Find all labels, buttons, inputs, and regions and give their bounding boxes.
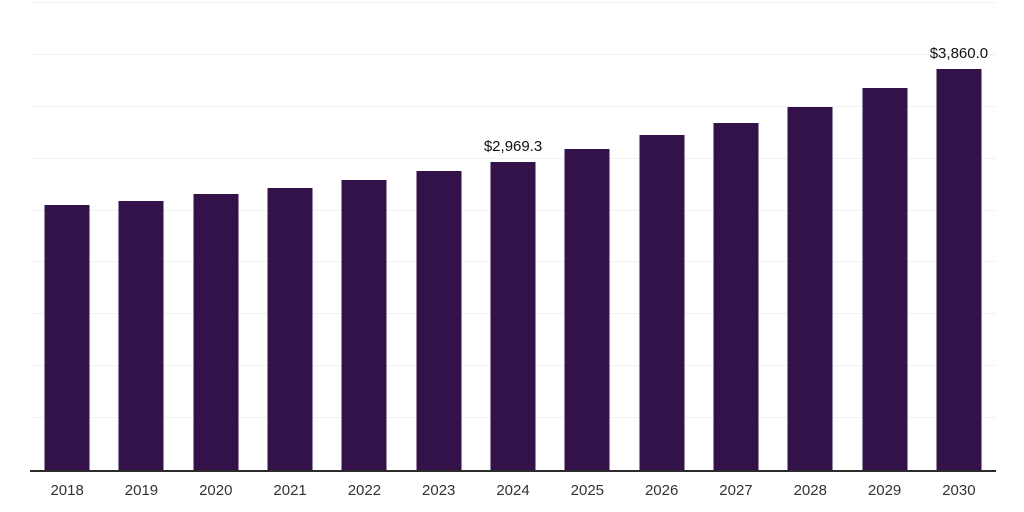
- bar-2030: [936, 69, 982, 470]
- bar-column-2022: [327, 3, 401, 470]
- x-tick-label-2026: 2026: [644, 482, 679, 499]
- x-tick-label-2018: 2018: [50, 482, 84, 499]
- bar-column-2030: $3,860.0: [922, 3, 996, 470]
- value-label-2024: $2,969.3: [483, 137, 543, 155]
- gridline-3500: [30, 105, 996, 107]
- bar-2026: [639, 135, 685, 470]
- bar-2023: [416, 170, 462, 470]
- gridline-4000: [30, 53, 996, 55]
- bar-2025: [564, 149, 610, 470]
- x-tick-label-2029: 2029: [867, 482, 902, 499]
- bar-columns: $2,969.3 $3,860.0: [30, 3, 996, 470]
- bar-2019: [118, 200, 164, 470]
- x-tick-label-2019: 2019: [124, 482, 159, 499]
- x-tick-label-2025: 2025: [570, 482, 605, 499]
- bar-column-2020: [179, 3, 253, 470]
- plot-area: $2,969.3 $3,860.0: [30, 2, 996, 472]
- x-tick-label-2030: 2030: [942, 482, 976, 499]
- bar-column-2023: [402, 3, 476, 470]
- bar-column-2018: [30, 3, 104, 470]
- x-axis-tick-labels: 2018 2019 2020 2021 2022 2023 2024 2025 2026 2027…: [30, 482, 996, 499]
- bar-column-2028: [773, 3, 847, 470]
- bar-column-2019: [104, 3, 178, 470]
- x-tick-label-2024: 2024: [496, 482, 530, 499]
- x-tick-label-2028: 2028: [793, 482, 827, 499]
- gridline-4500: [30, 2, 996, 3]
- x-tick-label-2027: 2027: [719, 482, 753, 499]
- x-tick-label-2021: 2021: [273, 482, 307, 499]
- bar-2021: [267, 188, 313, 470]
- x-tick-label-2020: 2020: [199, 482, 233, 499]
- bar-2028: [787, 107, 833, 470]
- value-label-2030: $3,860.0: [929, 45, 989, 63]
- bar-column-2029: [847, 3, 921, 470]
- bar-column-2024: $2,969.3: [476, 3, 550, 470]
- bar-2027: [713, 122, 759, 470]
- bar-2020: [193, 194, 239, 470]
- x-tick-label-2023: 2023: [422, 482, 456, 499]
- bar-2022: [341, 180, 387, 470]
- gridline-3000: [30, 157, 996, 159]
- bar-2024: [490, 161, 536, 470]
- x-tick-label-2022: 2022: [347, 482, 382, 499]
- bar-column-2025: [550, 3, 624, 470]
- bar-column-2026: [625, 3, 699, 470]
- bar-2029: [862, 88, 908, 470]
- bar-2018: [44, 205, 90, 470]
- bar-column-2027: [699, 3, 773, 470]
- bar-column-2021: [253, 3, 327, 470]
